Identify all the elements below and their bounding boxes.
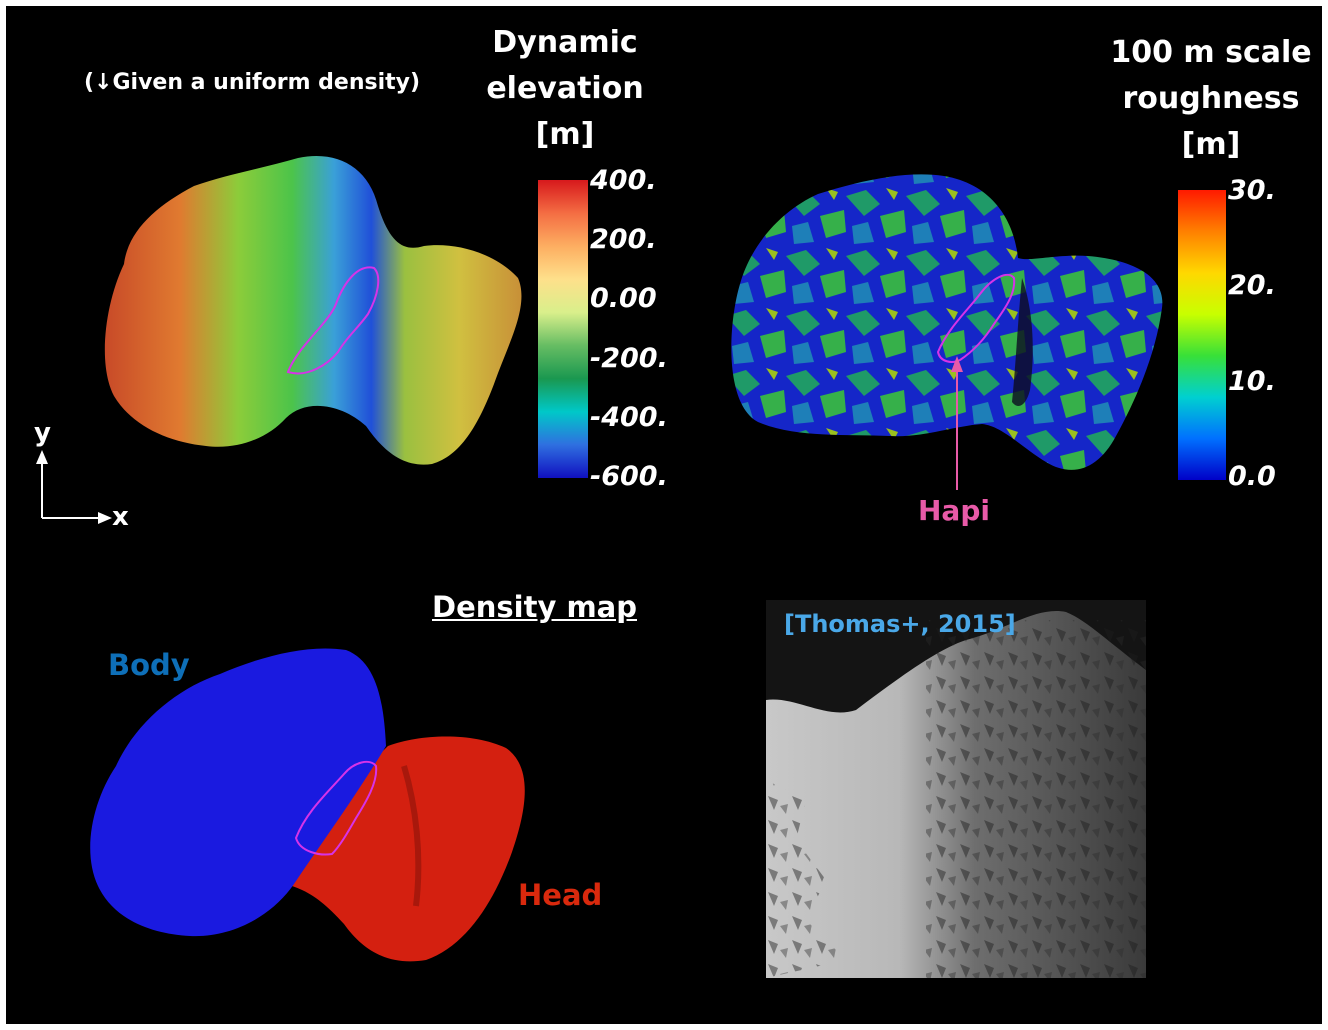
elevation-tick-label: -600.: [590, 461, 668, 492]
roughness-title-line: [m]: [1181, 127, 1241, 162]
roughness-colorbar: [1178, 190, 1226, 480]
density-comet-shape: [90, 648, 525, 962]
elevation-title: Dynamic elevation [m]: [472, 20, 658, 158]
hapi-photograph: [766, 600, 1146, 978]
body-region: [90, 648, 386, 937]
head-label: Head: [518, 878, 603, 912]
roughness-title: 100 m scale roughness [m]: [1096, 30, 1322, 168]
axis-x-label: x: [112, 502, 129, 532]
elevation-tick-label: 0.00: [590, 283, 657, 315]
elevation-shape: [104, 156, 522, 465]
roughness-tick-label: 10.: [1228, 365, 1276, 397]
elevation-colorbar: [538, 180, 588, 478]
roughness-tick-label: 0.0: [1228, 461, 1276, 492]
uniform-density-note: (↓Given a uniform density): [84, 70, 421, 95]
roughness-tick-label: 30.: [1228, 175, 1276, 206]
density-map-title: Density map: [432, 590, 637, 624]
hapi-outline-density: [294, 760, 378, 856]
hapi-outline: [286, 266, 380, 375]
axis-y-label: y: [34, 418, 51, 448]
roughness-tick-label: 20.: [1228, 270, 1276, 302]
roughness-shape: [731, 174, 1163, 470]
elevation-title-line: elevation: [486, 71, 644, 106]
body-label: Body: [108, 648, 190, 682]
elevation-title-line: Dynamic: [492, 25, 638, 60]
axes-indicator: [36, 450, 112, 524]
elevation-comet-shape: [104, 156, 522, 465]
elevation-title-line: [m]: [535, 117, 595, 152]
hapi-label: Hapi: [918, 494, 990, 527]
elevation-tick-label: -200.: [590, 342, 668, 374]
elevation-tick-label: 400.: [590, 165, 657, 196]
elevation-tick-label: 200.: [590, 224, 657, 256]
figure-canvas: (↓Given a uniform density) Dynamic eleva…: [6, 6, 1322, 1024]
photo-citation: [Thomas+, 2015]: [784, 610, 1016, 638]
roughness-comet-shape: [731, 174, 1163, 490]
roughness-title-line: 100 m scale: [1110, 35, 1312, 70]
elevation-tick-label: -400.: [590, 401, 668, 433]
roughness-title-line: roughness: [1122, 81, 1300, 116]
